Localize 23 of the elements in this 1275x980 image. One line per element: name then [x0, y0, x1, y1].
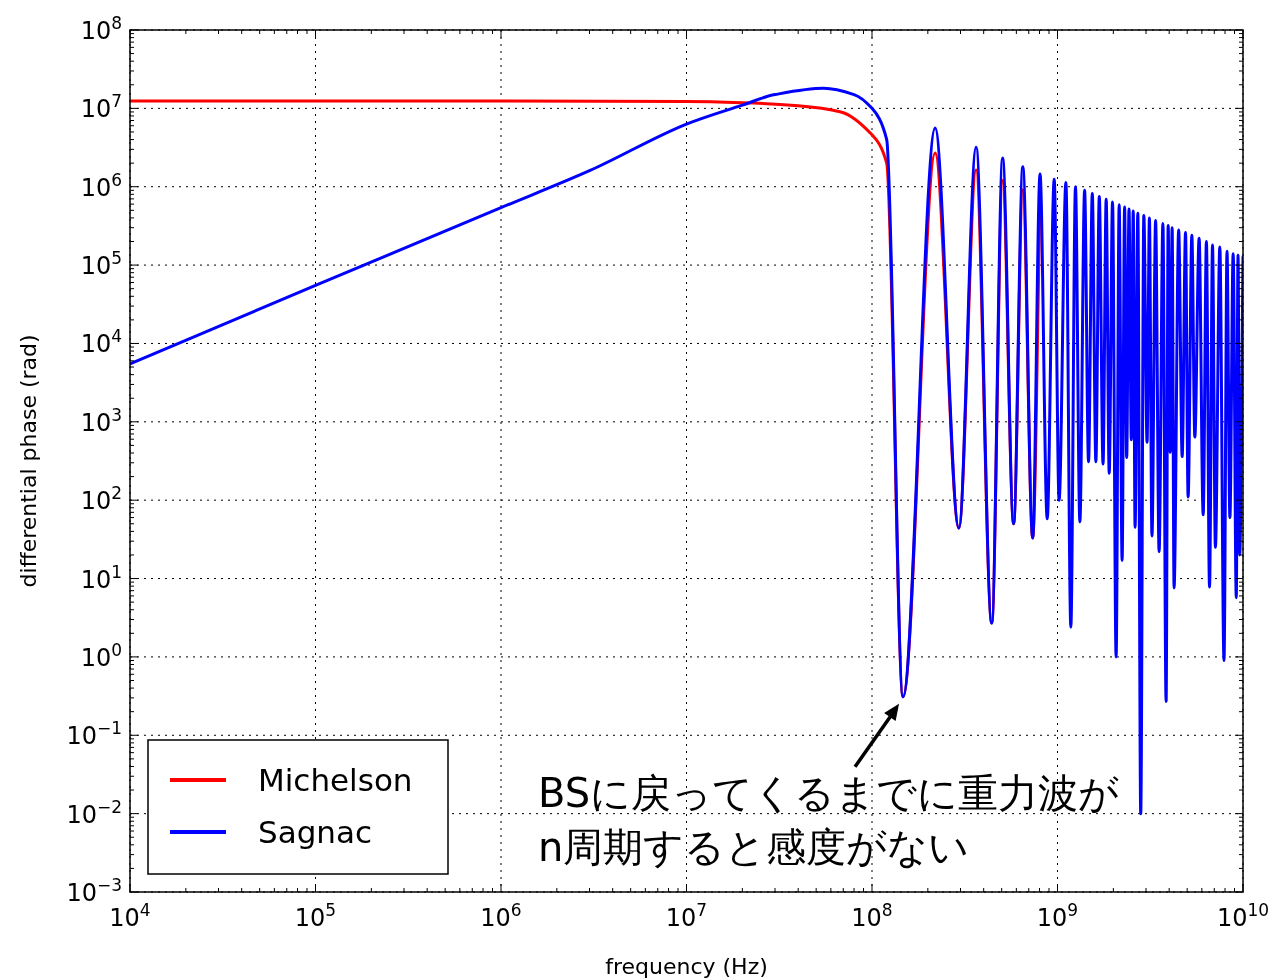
x-tick-label: 10$^{8}$	[851, 900, 893, 932]
x-tick-label: 10$^{5}$	[294, 900, 337, 932]
y-axis-title: differential phase (rad)	[16, 334, 41, 588]
x-axis-title: frequency (Hz)	[605, 954, 768, 979]
legend-label: Michelson	[258, 762, 413, 798]
x-tick-label: 10$^{6}$	[480, 900, 522, 932]
y-tick-label: 10$^{7}$	[80, 91, 122, 124]
y-tick-label: 10$^{0}$	[80, 639, 122, 672]
annotation: BSに戻ってくるまでに重力波がn周期すると感度がない	[538, 769, 1120, 870]
y-tick-label: 10$^{1}$	[80, 561, 122, 594]
legend-label: Sagnac	[258, 814, 373, 850]
x-tick-label: 10$^{10}$	[1216, 900, 1270, 932]
y-tick-label: 10$^{2}$	[80, 483, 122, 516]
y-tick-label: 10$^{8}$	[80, 13, 122, 45]
annotation: BSに戻ってくるまでに重力波がn周期すると感度がない	[538, 703, 1120, 870]
y-tick-label: 10$^{−1}$	[66, 718, 122, 751]
x-tick-label: 10$^{9}$	[1036, 900, 1079, 932]
y-tick-label: 10$^{3}$	[80, 404, 122, 437]
y-tick-label: 10$^{4}$	[80, 326, 122, 359]
y-tick-label: 10$^{5}$	[80, 248, 122, 281]
y-tick-label: 10$^{6}$	[80, 169, 122, 202]
x-tick-label: 10$^{7}$	[665, 900, 708, 932]
y-tick-label: 10$^{−2}$	[66, 796, 122, 829]
